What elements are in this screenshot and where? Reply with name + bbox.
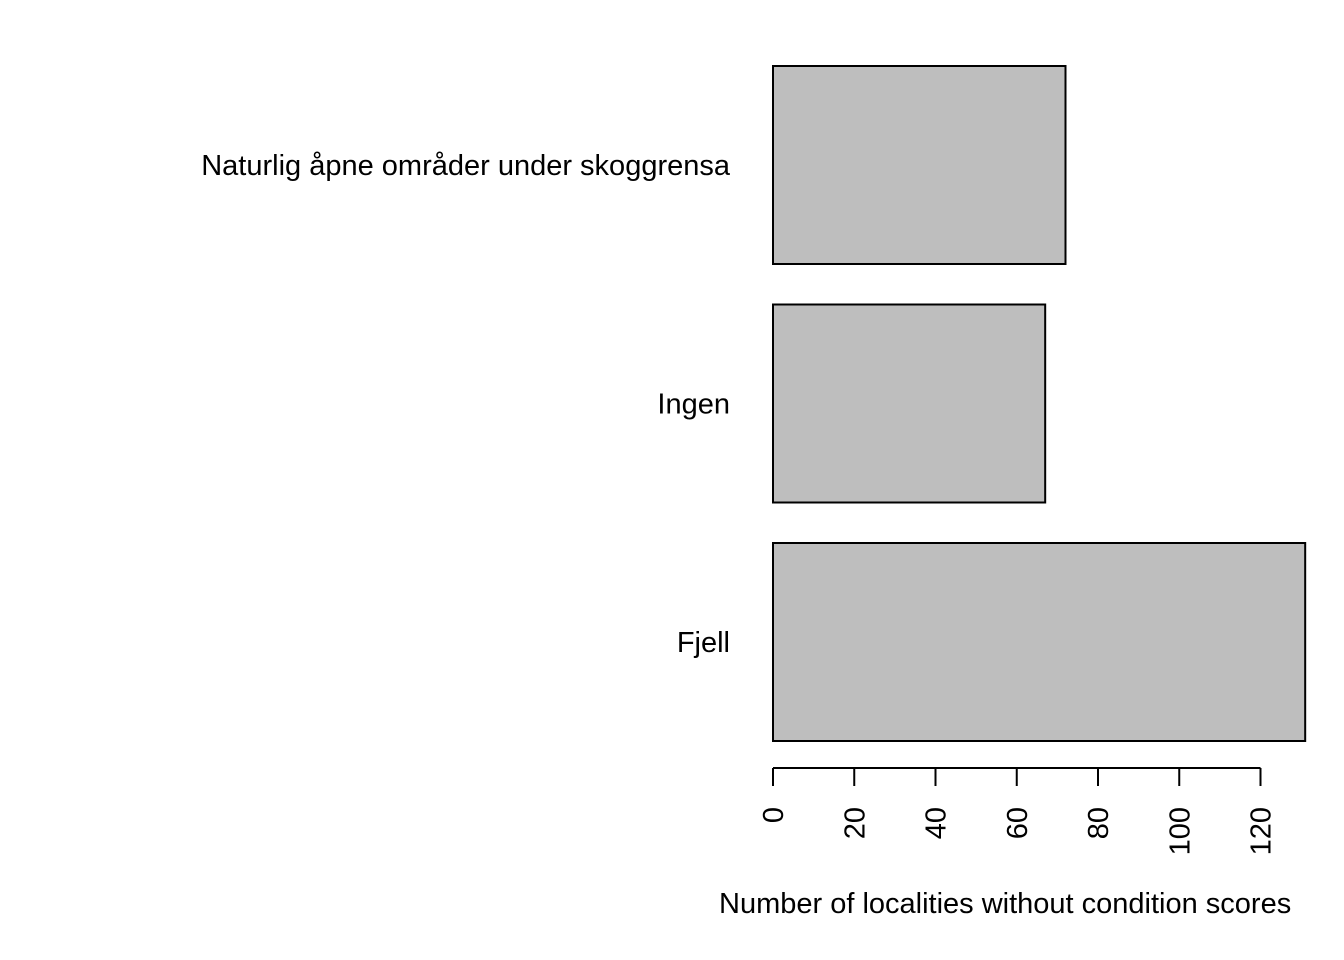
- x-axis-title: Number of localities without condition s…: [719, 888, 1291, 920]
- category-label-fjell: Fjell: [677, 627, 730, 659]
- x-tick-label-40: 40: [921, 807, 953, 839]
- bar-ingen: [772, 303, 1047, 504]
- bars-layer: [772, 65, 1307, 742]
- x-tick-label-100: 100: [1164, 807, 1196, 855]
- category-labels: Fjell Ingen Naturlig åpne områder under sk…: [201, 150, 731, 659]
- bar-naturlig-apne-omrader-under-skoggrensa: [772, 65, 1067, 265]
- x-axis: 0 20 40 60 80 100 120: [758, 767, 1278, 855]
- x-tick-label-0: 0: [758, 807, 790, 823]
- category-label-naturlig-apne-omrader-under-skoggrensa: Naturlig åpne områder under skoggrensa: [201, 150, 731, 182]
- x-tick-label-80: 80: [1083, 807, 1115, 839]
- x-tick-label-60: 60: [1002, 807, 1034, 839]
- x-tick-label-120: 120: [1246, 807, 1278, 855]
- category-label-ingen: Ingen: [657, 389, 730, 421]
- bar-fjell: [772, 542, 1307, 742]
- x-tick-label-20: 20: [839, 807, 871, 839]
